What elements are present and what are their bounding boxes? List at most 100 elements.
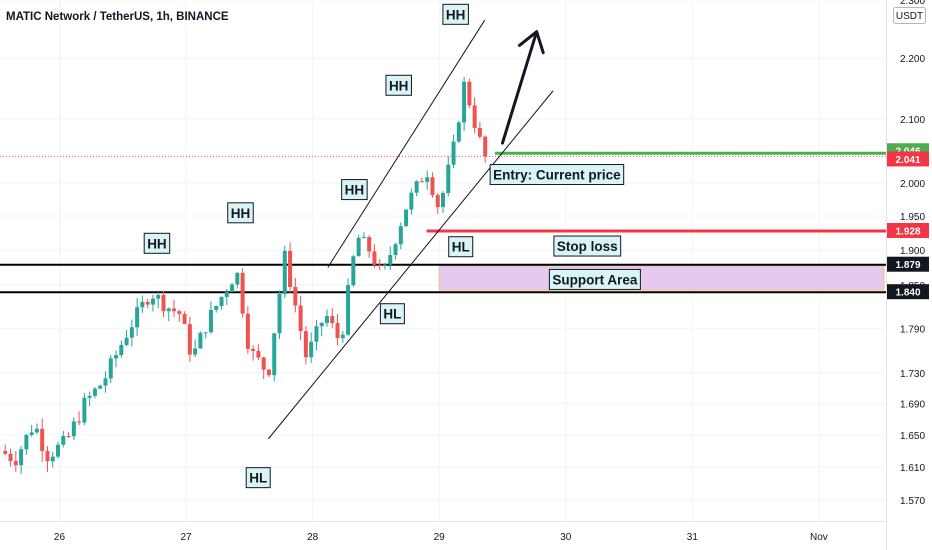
chart-title: MATIC Network / TetherUS, 1h, BINANCE xyxy=(6,11,229,23)
candle xyxy=(208,301,213,334)
candle-body xyxy=(398,226,403,245)
annotation-label[interactable]: Support Area xyxy=(548,268,641,290)
candle xyxy=(198,331,203,349)
bullish-arrow xyxy=(500,30,545,145)
candle xyxy=(441,190,445,213)
candle xyxy=(50,451,55,468)
annotation-box xyxy=(553,235,622,257)
annotation-label[interactable]: Stop loss xyxy=(553,235,622,257)
candle xyxy=(156,292,161,309)
candle-body xyxy=(303,331,308,358)
annotations: HH HH HH HH HH HL HL HL Entry: Current price Stop… xyxy=(143,3,641,489)
annotation-label[interactable]: HL xyxy=(448,236,474,258)
candle xyxy=(477,121,482,140)
y-tick-label: 1.900 xyxy=(900,246,925,257)
annotation-text: HL xyxy=(452,240,470,255)
candle-body xyxy=(393,244,398,255)
candle xyxy=(361,232,366,239)
candle xyxy=(456,120,461,143)
candle-body xyxy=(245,313,250,349)
candle xyxy=(282,245,287,299)
candle xyxy=(330,308,335,329)
candle-body xyxy=(414,181,419,193)
annotation-label[interactable]: HL xyxy=(379,303,405,325)
candle-body xyxy=(330,316,335,324)
candle-body xyxy=(166,308,171,312)
candle-body xyxy=(56,444,61,457)
candle-body xyxy=(87,395,92,398)
candle xyxy=(103,371,108,393)
price-tag-box xyxy=(887,256,929,272)
price-tag: 1.879 xyxy=(887,256,929,272)
candle xyxy=(245,306,250,354)
candle xyxy=(346,278,351,337)
candle xyxy=(277,290,282,339)
y-tick-label: 2.000 xyxy=(900,179,925,190)
annotation-label[interactable]: HH xyxy=(143,232,171,254)
y-tick-label: 1.650 xyxy=(900,431,925,442)
currency-badge[interactable]: USDT xyxy=(893,7,926,24)
annotation-label[interactable]: HL xyxy=(245,467,271,489)
y-tick-label: 2.200 xyxy=(900,54,925,65)
annotation-label[interactable]: HH xyxy=(385,74,412,96)
annotation-label[interactable]: Entry: Current price xyxy=(489,164,625,186)
candle-body xyxy=(340,334,345,339)
y-tick-label: 1.610 xyxy=(900,463,925,474)
y-tick-label: 1.690 xyxy=(900,400,925,411)
candle xyxy=(172,299,177,318)
candle-body xyxy=(319,322,324,327)
candle xyxy=(266,368,271,378)
annotation-box xyxy=(143,232,171,254)
candle xyxy=(140,295,145,313)
y-tick-label: 1.950 xyxy=(900,212,925,223)
x-tick-label: 28 xyxy=(307,532,319,543)
candle-body xyxy=(361,237,366,239)
annotation-box xyxy=(385,74,412,96)
candle-body xyxy=(114,355,119,359)
candle-body xyxy=(187,324,192,355)
candle xyxy=(92,387,97,399)
candle-body xyxy=(19,449,24,466)
candle xyxy=(462,76,467,131)
annotation-text: HH xyxy=(345,183,365,198)
annotation-label[interactable]: HH xyxy=(442,3,469,25)
candle-body xyxy=(161,295,166,312)
candle xyxy=(193,339,198,357)
annotation-text: HH xyxy=(147,236,167,251)
candle-body xyxy=(119,344,124,356)
candle xyxy=(293,278,298,313)
candle-body xyxy=(71,421,76,437)
candle-body xyxy=(82,397,87,423)
candle xyxy=(425,170,430,190)
candle-body xyxy=(98,385,103,389)
candle-body xyxy=(214,306,219,310)
price-tag-box xyxy=(887,284,929,300)
candle-body xyxy=(40,428,45,452)
y-tick-label: 1.730 xyxy=(900,369,925,380)
candle-body xyxy=(256,350,261,358)
candle-body xyxy=(425,177,430,182)
candle-body xyxy=(277,294,282,334)
candle xyxy=(66,432,71,438)
price-tag-text: 1.840 xyxy=(895,288,920,299)
annotation-label[interactable]: HH xyxy=(227,202,254,224)
annotation-box xyxy=(448,236,474,258)
annotation-text: HH xyxy=(446,7,466,22)
candle-body xyxy=(351,256,356,286)
candle xyxy=(356,234,361,257)
drawings xyxy=(267,19,554,440)
candle-body xyxy=(235,272,240,285)
annotation-label[interactable]: HH xyxy=(341,179,368,201)
candle xyxy=(472,97,477,134)
candle-body xyxy=(24,434,29,450)
time-axis[interactable]: 26 27 28 29 30 31 Nov xyxy=(54,532,828,543)
candle xyxy=(409,188,414,215)
candle xyxy=(187,316,192,362)
candle-body xyxy=(208,309,213,333)
annotation-text: HH xyxy=(231,206,251,221)
candle xyxy=(150,294,155,312)
candle xyxy=(119,340,124,358)
currency-label: USDT xyxy=(896,11,923,22)
candle xyxy=(414,180,419,197)
